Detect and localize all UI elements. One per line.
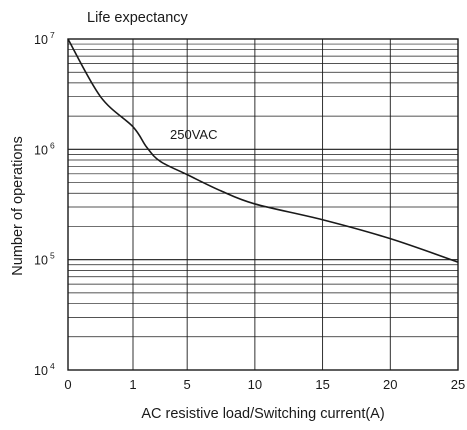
y-tick-label: 10	[34, 254, 48, 268]
x-tick-label: 0	[64, 377, 71, 392]
series-line-250vac	[67, 38, 459, 263]
series-annotation-250vac: 250VAC	[170, 127, 217, 142]
x-tick-label: 1	[129, 377, 136, 392]
grid	[68, 39, 458, 370]
x-tick-label: 25	[451, 377, 465, 392]
y-tick-label: 10	[34, 33, 48, 47]
y-tick-label: 10	[34, 364, 48, 378]
y-axis-label: Number of operations	[10, 136, 26, 275]
y-tick-exponent: 6	[50, 140, 55, 150]
y-tick-label: 10	[34, 143, 48, 157]
x-tick-label: 20	[383, 377, 397, 392]
x-tick-label: 15	[315, 377, 329, 392]
y-tick-exponent: 4	[50, 361, 55, 371]
chart-title: Life expectancy	[87, 10, 189, 26]
y-tick-exponent: 5	[50, 251, 55, 261]
x-axis-label: AC resistive load/Switching current(A)	[141, 406, 384, 422]
y-tick-exponent: 7	[50, 30, 55, 40]
series-group	[67, 38, 459, 263]
x-tick-label: 10	[248, 377, 262, 392]
plot-frame	[67, 38, 459, 371]
x-tick-labels: 0 1 5 10 15 20 25	[64, 377, 465, 392]
x-tick-label: 5	[184, 377, 191, 392]
